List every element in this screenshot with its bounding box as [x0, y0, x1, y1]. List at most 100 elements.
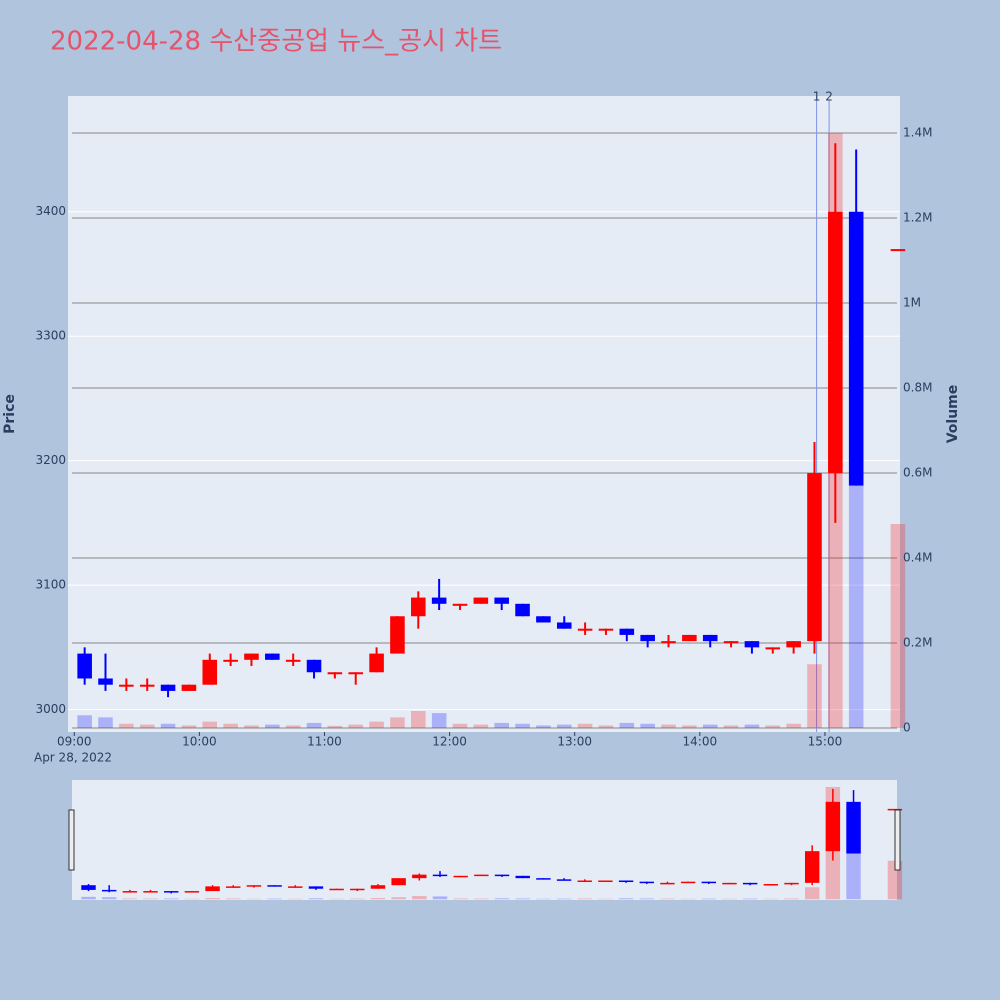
range-candle-body — [846, 801, 861, 854]
range-candle-body — [143, 891, 158, 893]
candle-body — [160, 684, 176, 691]
range-volume-bar — [412, 896, 427, 900]
range-candle-body — [350, 888, 365, 891]
range-volume-bar — [618, 898, 634, 900]
candle-body — [327, 672, 343, 675]
volume-bar — [890, 523, 906, 729]
volume-bar — [661, 724, 676, 729]
range-candle-body — [474, 874, 489, 877]
range-volume-bar — [122, 898, 138, 900]
range-volume-bar — [784, 898, 799, 900]
volume-bar — [723, 725, 739, 729]
range-volume-bar — [494, 898, 510, 900]
y-tick-label: 3000 — [35, 702, 66, 716]
candle-body — [181, 684, 197, 691]
range-candle-body — [453, 875, 468, 878]
volume-bar — [786, 723, 801, 729]
range-volume-bar — [370, 898, 386, 900]
x-tick-label: 13:00 — [557, 735, 592, 749]
candle-body — [306, 659, 322, 673]
range-volume-bar — [163, 898, 179, 900]
plot-area — [68, 96, 900, 732]
candle-body — [723, 641, 739, 644]
range-volume-bar — [639, 898, 654, 900]
range-candle-body — [184, 891, 200, 893]
candle-body — [452, 603, 468, 606]
volume-bar — [348, 724, 364, 729]
range-volume-bar — [701, 898, 717, 900]
candle-body — [619, 628, 635, 635]
range-handle-left[interactable] — [68, 809, 75, 871]
x-tick-label: 12:00 — [432, 735, 467, 749]
candle-body — [890, 249, 906, 252]
range-volume-bar — [515, 898, 530, 900]
volume-bar — [139, 724, 155, 729]
volume-bar — [452, 723, 468, 729]
volume-bar — [223, 723, 238, 729]
candle-body — [786, 641, 801, 648]
candle-body — [828, 211, 843, 474]
volume-bar — [285, 725, 301, 729]
range-candle-body — [639, 881, 654, 884]
candle-body — [265, 653, 280, 660]
candle-body — [244, 653, 259, 660]
y-tick-label: 3200 — [35, 453, 66, 467]
y-tick-label: 3300 — [35, 329, 66, 343]
volume-bar — [369, 721, 384, 729]
range-handle-right[interactable] — [894, 809, 901, 871]
volume-bar — [619, 722, 635, 729]
candle-body — [77, 653, 92, 679]
volume-bar — [244, 725, 259, 729]
range-volume-bar — [660, 898, 675, 900]
y2-axis-title: Volume — [945, 385, 961, 444]
y-tick-label: 3100 — [35, 578, 66, 592]
range-volume-bar — [391, 897, 406, 900]
volume-bar — [181, 725, 197, 729]
candle-body — [494, 597, 509, 604]
candle-body — [536, 616, 551, 623]
candle-body — [411, 597, 426, 617]
y2-tick-label: 0.8M — [903, 380, 932, 394]
marks — [77, 132, 906, 900]
volume-bar — [536, 725, 551, 729]
range-candle-body — [163, 891, 179, 893]
y2-tick-label: 0.6M — [903, 465, 932, 479]
candle-body — [390, 616, 405, 654]
volume-bar — [598, 725, 614, 729]
range-volume-bar — [556, 898, 572, 900]
y2-tick-label: 1M — [903, 295, 921, 309]
candle-body — [765, 647, 781, 650]
range-slider[interactable] — [72, 780, 897, 900]
candle-body — [139, 684, 155, 687]
volume-bar — [77, 715, 92, 729]
volume-bar — [807, 664, 822, 729]
range-candle-body — [432, 874, 448, 877]
candle-body — [598, 628, 614, 631]
range-candle-body — [205, 886, 220, 892]
volume-bar — [640, 723, 655, 729]
range-volume-bar — [432, 896, 448, 900]
range-candle-body — [81, 885, 96, 890]
candle-body — [202, 659, 218, 685]
range-volume-bar — [308, 898, 324, 900]
volume-bar — [431, 713, 447, 729]
range-volume-bar — [267, 898, 282, 900]
range-candle-body — [370, 885, 386, 889]
range-candle-body — [577, 880, 592, 883]
candle-body — [431, 597, 447, 604]
x-tick-label: 15:00 — [808, 735, 843, 749]
annotation-label: 2 — [825, 90, 833, 104]
candle-body — [556, 622, 572, 629]
range-candle-body — [494, 874, 510, 877]
volume-bar — [390, 717, 405, 729]
range-candle-body — [515, 875, 530, 879]
volume-bar — [327, 725, 343, 729]
volume-bar — [577, 723, 593, 729]
range-volume-bar — [742, 898, 758, 900]
range-candle-body — [680, 881, 696, 884]
candle-body — [369, 653, 384, 673]
range-candle-body — [267, 885, 282, 887]
chart-title: 2022-04-28 수산중공업 뉴스_공시 차트 — [50, 27, 502, 57]
y2-tick-label: 0.4M — [903, 550, 932, 564]
